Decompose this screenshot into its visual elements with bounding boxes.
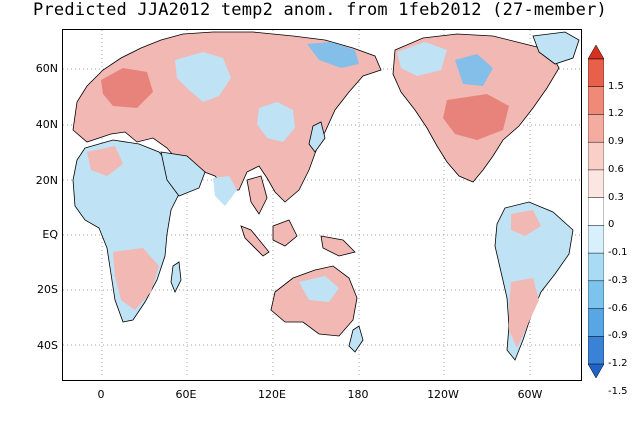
colorbar-segment	[588, 141, 604, 171]
colorbar-label: -1.2	[608, 358, 628, 369]
lat-label-20s: 20S	[37, 283, 58, 296]
lat-label-20n: 20N	[35, 174, 58, 187]
lat-label-40s: 40S	[37, 339, 58, 352]
world-map	[63, 30, 581, 380]
lon-label-60w: 60W	[517, 388, 543, 401]
anomaly-cool-arctic	[307, 42, 359, 68]
landmass-new-zealand	[348, 325, 364, 353]
lat-label-60n: 60N	[35, 62, 58, 75]
colorbar-label: 0.9	[608, 136, 624, 148]
colorbar-label: 0.6	[608, 163, 624, 175]
lat-label-40n: 40N	[35, 118, 58, 131]
anomaly-warm-north-africa	[87, 146, 123, 176]
colorbar-segment	[588, 197, 604, 227]
map-title: Predicted JJA2012 temp2 anom. from 1feb2…	[33, 0, 607, 20]
colorbar-segment	[588, 58, 604, 88]
anomaly-cool-india	[213, 176, 237, 206]
colorbar-segment	[588, 169, 604, 199]
landmass-borneo	[272, 219, 298, 247]
colorbar-segment	[588, 225, 604, 254]
landmass-sumatra	[240, 225, 270, 257]
anomaly-warm-southern-cone	[509, 278, 539, 348]
colorbar	[588, 45, 604, 378]
colorbar-label: -0.3	[608, 274, 628, 286]
colorbar-label: 0.3	[608, 191, 624, 203]
anomaly-cool-china	[257, 102, 295, 142]
anomaly-cool-siberia	[175, 52, 231, 102]
colorbar-label: -0.1	[608, 247, 628, 259]
anomaly-cool-canada	[455, 54, 493, 86]
colorbar-segment	[588, 336, 604, 365]
anomaly-cool-australia	[299, 276, 339, 302]
landmass-arabia	[160, 151, 206, 197]
colorbar-segment	[588, 45, 604, 60]
landmass-australia	[270, 265, 358, 337]
landmass-eurasia	[72, 31, 382, 203]
lon-label-120w: 120W	[427, 388, 459, 401]
lon-label-0: 0	[97, 388, 105, 401]
colorbar-label: -0.6	[608, 302, 628, 314]
colorbar-segment	[588, 363, 604, 378]
colorbar-segment	[588, 86, 604, 116]
colorbar-segment	[588, 252, 604, 282]
lon-label-60e: 60E	[175, 388, 197, 401]
map-panel	[62, 29, 582, 381]
colorbar-segment	[588, 280, 604, 310]
colorbar-label: 1.5	[608, 80, 624, 92]
anomaly-warm-europe	[101, 68, 153, 108]
colorbar-label: -0.9	[608, 330, 628, 342]
colorbar-label: -1.5	[608, 385, 628, 397]
landmass-japan	[308, 121, 326, 153]
colorbar-label: 1.2	[608, 108, 624, 120]
landmass-new-guinea	[320, 235, 356, 257]
colorbar-segment	[588, 114, 604, 143]
anomaly-warm-usa	[443, 94, 509, 140]
landmass-madagascar	[170, 261, 182, 293]
colorbar-label: 0	[608, 219, 615, 231]
landmass-indochina	[246, 175, 268, 215]
map-bottom-edge	[63, 378, 581, 380]
lon-label-120e: 120E	[258, 388, 286, 401]
colorbar-segment	[588, 308, 604, 338]
lat-label-eq: EQ	[42, 228, 58, 241]
anomaly-cool-alaska	[397, 42, 447, 76]
anomaly-warm-amazon	[511, 210, 541, 236]
lon-label-180: 180	[347, 388, 369, 401]
anomaly-warm-southern-africa	[113, 248, 159, 310]
landmass-greenland	[532, 31, 580, 65]
